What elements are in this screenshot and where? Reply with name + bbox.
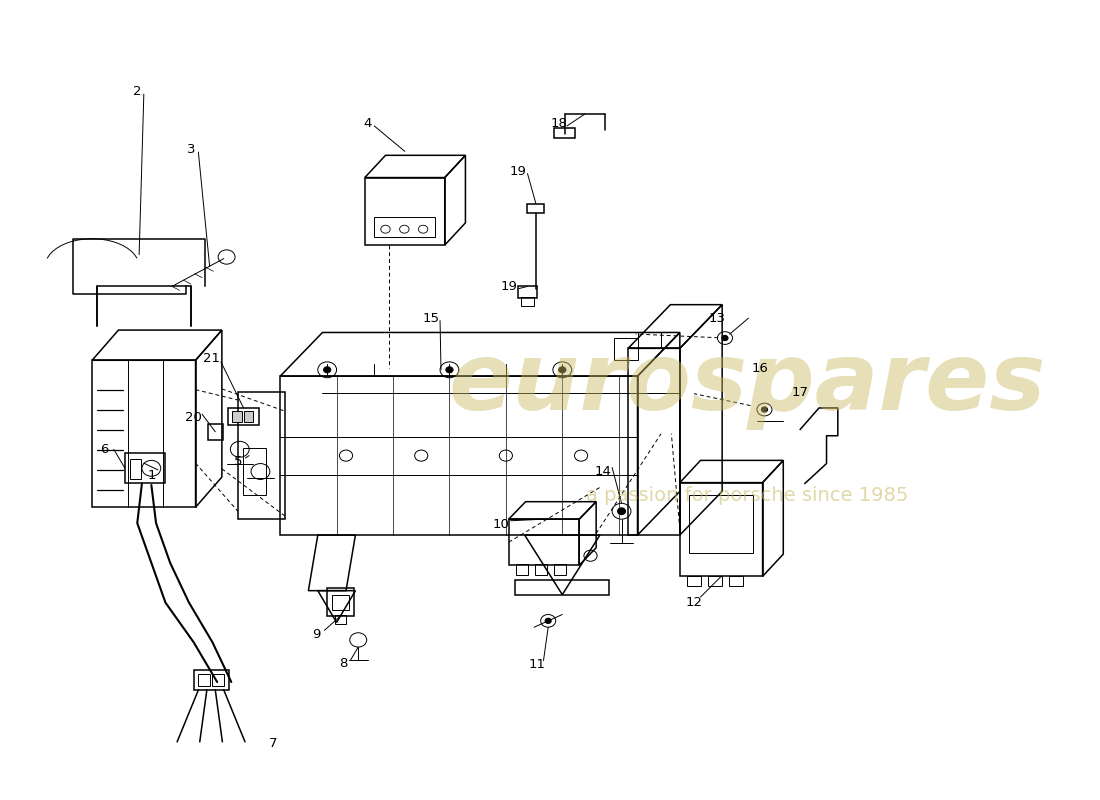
Bar bbox=[229, 408, 258, 426]
Text: 11: 11 bbox=[528, 658, 546, 671]
Text: 14: 14 bbox=[594, 465, 612, 478]
Bar bbox=[688, 575, 702, 586]
Bar bbox=[212, 674, 223, 686]
Bar bbox=[515, 580, 609, 594]
Circle shape bbox=[546, 618, 551, 623]
Text: 4: 4 bbox=[363, 117, 372, 130]
Text: 10: 10 bbox=[493, 518, 509, 531]
Circle shape bbox=[618, 508, 625, 514]
Bar bbox=[553, 565, 566, 574]
Bar bbox=[521, 297, 535, 306]
Text: 1: 1 bbox=[147, 469, 155, 482]
Bar bbox=[125, 454, 165, 483]
Bar bbox=[194, 670, 230, 690]
Text: 5: 5 bbox=[233, 454, 242, 468]
Bar bbox=[690, 494, 754, 553]
Bar bbox=[708, 575, 723, 586]
Bar bbox=[518, 286, 537, 298]
Bar bbox=[374, 218, 436, 237]
Text: 21: 21 bbox=[204, 352, 220, 365]
Text: 2: 2 bbox=[133, 86, 142, 98]
Bar bbox=[130, 458, 141, 478]
Bar bbox=[208, 424, 223, 440]
Text: 12: 12 bbox=[685, 596, 703, 609]
Text: 17: 17 bbox=[792, 386, 808, 398]
Text: 16: 16 bbox=[751, 362, 768, 374]
Text: eurospares: eurospares bbox=[449, 338, 1046, 430]
Text: 9: 9 bbox=[311, 628, 320, 641]
Circle shape bbox=[761, 407, 768, 412]
Text: 8: 8 bbox=[339, 658, 348, 670]
Bar bbox=[728, 575, 743, 586]
Bar bbox=[528, 204, 544, 214]
Circle shape bbox=[723, 336, 728, 341]
Text: a passion for porsche since 1985: a passion for porsche since 1985 bbox=[586, 486, 909, 505]
Text: 19: 19 bbox=[509, 165, 527, 178]
Circle shape bbox=[559, 366, 566, 373]
Text: 19: 19 bbox=[500, 280, 517, 293]
Text: 7: 7 bbox=[270, 737, 278, 750]
Text: 15: 15 bbox=[422, 312, 439, 325]
Bar bbox=[243, 448, 266, 495]
Text: 6: 6 bbox=[100, 442, 109, 456]
Bar bbox=[198, 674, 210, 686]
Bar bbox=[614, 338, 638, 360]
Bar bbox=[516, 565, 528, 574]
Bar bbox=[243, 411, 253, 422]
Bar bbox=[238, 392, 285, 519]
Bar bbox=[332, 594, 349, 610]
Bar bbox=[553, 128, 574, 138]
Bar bbox=[334, 614, 346, 624]
Text: 3: 3 bbox=[187, 143, 195, 156]
Bar bbox=[535, 565, 547, 574]
Circle shape bbox=[323, 366, 331, 373]
Text: 18: 18 bbox=[551, 117, 568, 130]
Circle shape bbox=[446, 366, 453, 373]
Bar bbox=[327, 588, 353, 616]
Bar bbox=[232, 411, 242, 422]
Bar bbox=[628, 348, 680, 535]
Text: 13: 13 bbox=[710, 313, 726, 326]
Text: 20: 20 bbox=[185, 411, 202, 424]
